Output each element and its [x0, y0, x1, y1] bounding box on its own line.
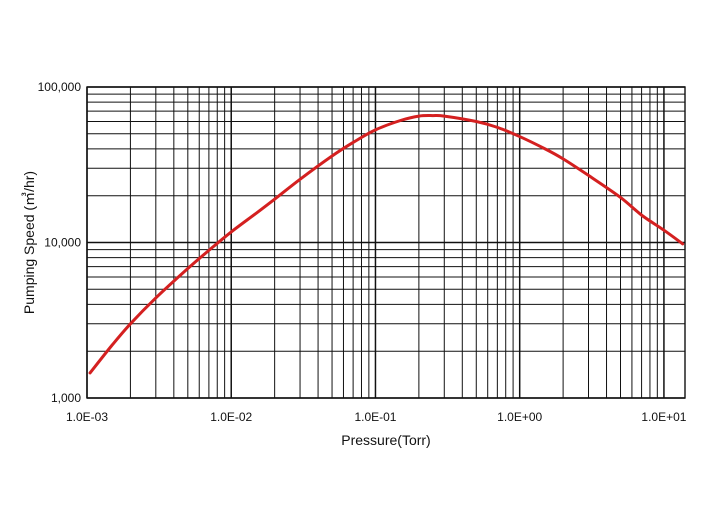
x-tick-label: 1.0E-03: [66, 410, 108, 424]
x-tick-label: 1.0E+01: [641, 410, 686, 424]
x-tick-labels: 1.0E-03 1.0E-02 1.0E-01 1.0E+00 1.0E+01: [66, 410, 687, 424]
plot-frame: [86, 86, 686, 399]
y-tick-label: 1,000: [51, 391, 81, 405]
series-layer: [88, 113, 685, 375]
pumping-speed-curve: [88, 113, 685, 375]
x-tick-label: 1.0E-01: [354, 410, 396, 424]
y-tick-labels: 1,000 10,000 100,000: [38, 80, 82, 405]
x-tick-label: 1.0E-02: [210, 410, 252, 424]
x-tick-label: 1.0E+00: [497, 410, 542, 424]
y-axis-title: Pumping Speed (㎥/hr): [21, 171, 37, 314]
y-tick-label: 100,000: [38, 80, 82, 94]
y-tick-label: 10,000: [44, 236, 81, 250]
x-axis-title: Pressure(Torr): [341, 432, 430, 448]
